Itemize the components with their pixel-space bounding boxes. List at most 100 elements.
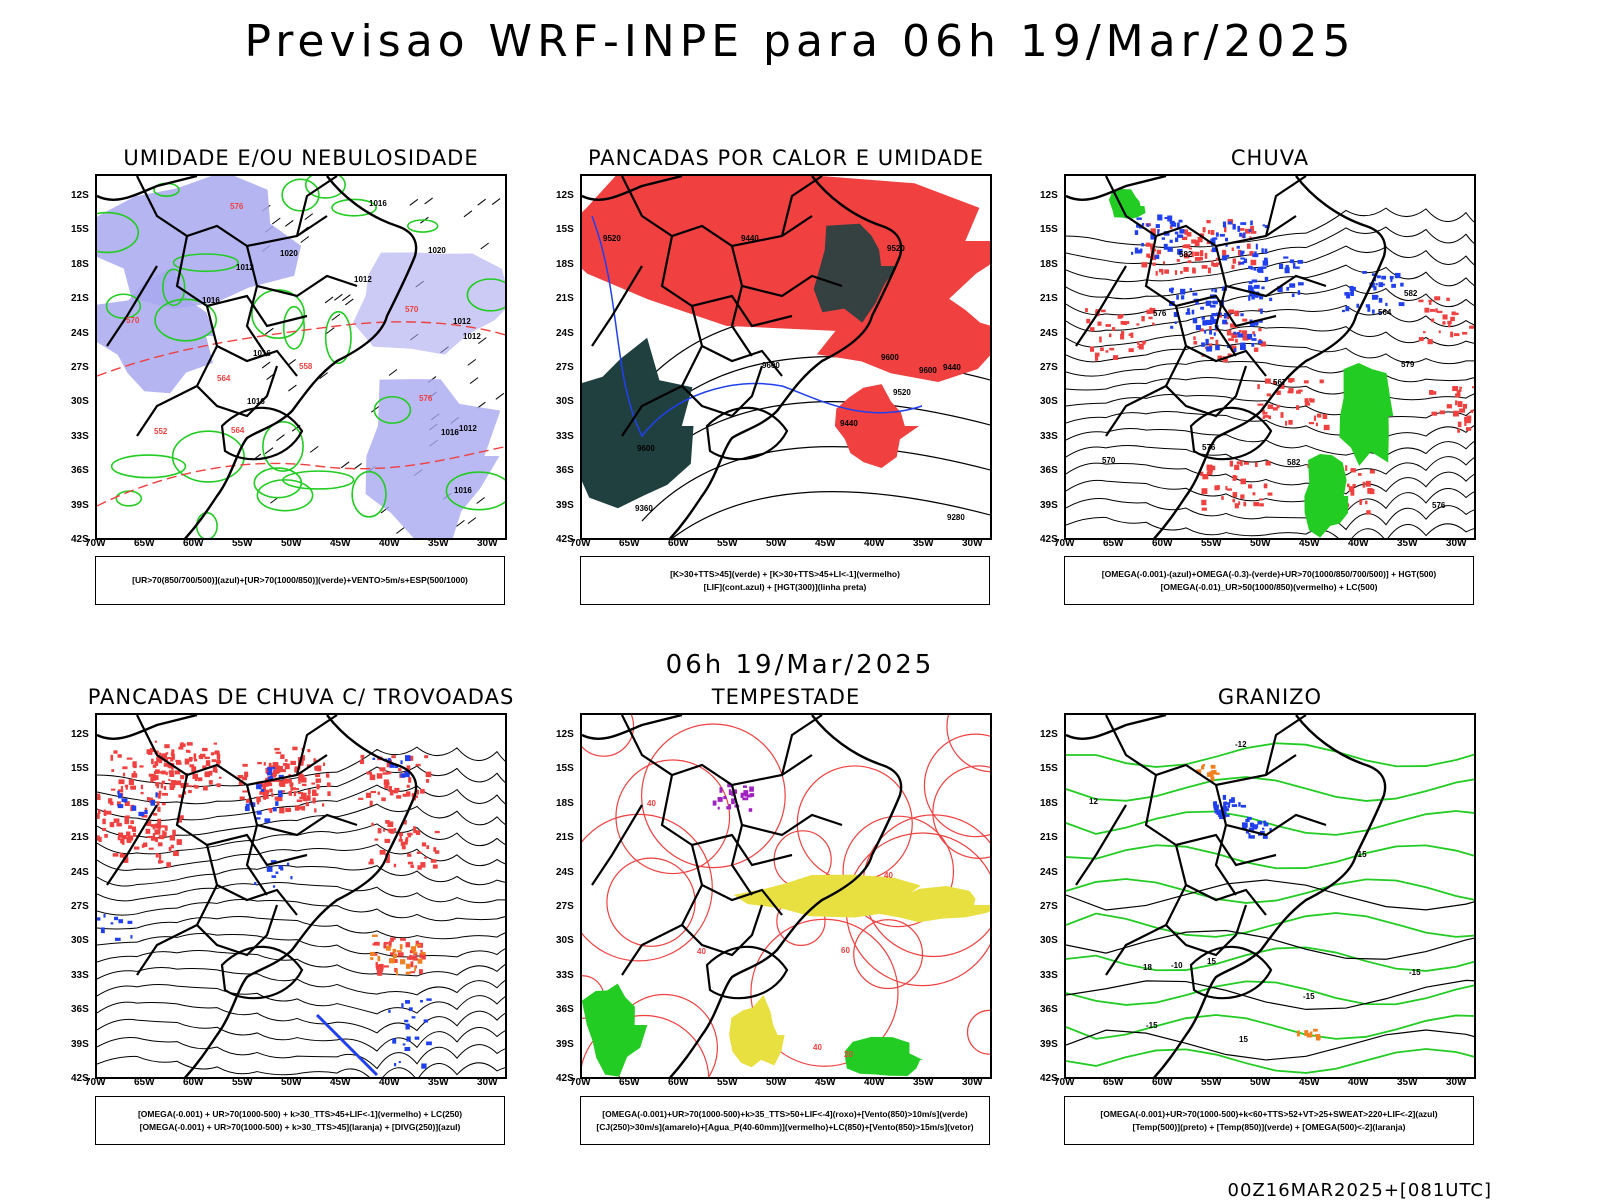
thunderstorm-red: [409, 950, 415, 954]
streamline: [1066, 462, 1474, 495]
thunderstorm-red: [415, 763, 421, 767]
rain-red: [1230, 323, 1234, 328]
thunderstorm-red: [164, 825, 168, 831]
rain-blue: [1222, 221, 1227, 228]
rain-red: [1201, 265, 1208, 269]
latitude-tick-label: 18S: [556, 258, 574, 270]
latitude-tick-label: 27S: [556, 901, 574, 912]
thunderstorm-red: [300, 762, 304, 766]
rain-blue: [1297, 290, 1301, 295]
rain-blue: [1262, 260, 1269, 266]
longitude-tick-label: 50W: [1250, 1077, 1271, 1088]
rain-blue: [1163, 243, 1168, 250]
rain-blue: [1175, 237, 1179, 243]
latitude-tick-label: 30S: [1040, 935, 1058, 947]
thunderstorm-red: [425, 771, 432, 778]
thunderstorm-red: [386, 858, 390, 864]
longitude-tick-label: 55W: [232, 538, 253, 549]
divergence-blue: [278, 774, 284, 780]
rain-red: [1225, 485, 1228, 491]
rain-red: [1266, 393, 1272, 397]
rain-red: [1128, 333, 1132, 336]
state-border: [1189, 406, 1273, 461]
latitude-tick-label: 33S: [1040, 430, 1058, 442]
humidity-contour-low: [304, 176, 346, 199]
latitude-tick-label: 42S: [556, 1073, 574, 1084]
rain-red: [1148, 256, 1151, 259]
contour-label: 20: [844, 1050, 853, 1059]
state-border: [1264, 176, 1307, 237]
state-border: [136, 715, 328, 787]
divergence-blue: [266, 866, 273, 872]
thunderstorm-red: [155, 853, 159, 858]
longitude-tick-label: 70W: [1054, 1077, 1075, 1088]
rain-blue: [1213, 332, 1216, 336]
map-panel: 582 582 576 570 567 564 576 582 579 576: [1064, 174, 1476, 540]
contour-label: 1012: [459, 424, 477, 433]
divergence-blue: [372, 757, 376, 760]
longitude-tick-label: 40W: [1348, 1077, 1369, 1088]
divergence-blue: [387, 758, 391, 762]
thunderstorm-red: [214, 768, 218, 773]
wind-vector: [334, 293, 343, 301]
thunderstorm-red: [284, 778, 289, 784]
thunderstorm-red: [376, 773, 383, 779]
map-canvas: 9600 9600 9520 9520 9440 9600 9600 9520 9440 9360…: [582, 176, 990, 538]
rain-red: [1258, 308, 1263, 311]
state-border: [175, 774, 308, 867]
thunderstorm-red: [421, 953, 426, 960]
contour-label: 40: [647, 799, 656, 808]
state-border: [295, 715, 338, 776]
thunderstorm-red: [301, 792, 307, 798]
rain-red: [1155, 270, 1158, 276]
rain-red: [1199, 328, 1204, 331]
thunderstorm-red: [262, 784, 267, 791]
latitude-tick-label: 12S: [71, 190, 89, 201]
panel-title: UMIDADE E/OU NEBULOSIDADE: [123, 146, 479, 170]
rain-red: [1130, 332, 1134, 338]
divergence-blue: [267, 771, 273, 776]
thunderstorm-red: [217, 756, 220, 761]
rain-red: [1217, 485, 1220, 490]
thunderstorm-red: [130, 785, 136, 790]
humidity-contour-low: [251, 289, 306, 339]
legend-box: [OMEGA(-0.001)+UR>70(1000-500)+k>35_TTS>…: [580, 1096, 990, 1145]
divergence-blue: [272, 766, 276, 770]
rain-blue: [1167, 215, 1173, 222]
rain-red: [1451, 311, 1456, 316]
thunderstorm-red: [383, 828, 386, 832]
rain-red: [1272, 381, 1277, 385]
state-border: [175, 235, 308, 328]
thunderstorm-red: [183, 791, 187, 795]
thunderstorm-red: [158, 790, 162, 795]
hail-blue: [1238, 802, 1241, 807]
thunderstorm-red: [117, 754, 122, 758]
rain-blue: [1289, 283, 1296, 288]
thunderstorm-red: [193, 784, 197, 788]
rain-red: [1232, 492, 1238, 498]
rain-red: [1464, 419, 1471, 424]
rain-blue: [1211, 317, 1215, 321]
streamline: [1066, 343, 1474, 365]
rain-red: [1201, 233, 1205, 238]
thunderstorm-red: [164, 744, 170, 749]
rain-blue: [1250, 220, 1253, 226]
rain-blue: [1211, 313, 1217, 317]
state-border: [136, 924, 198, 976]
rain-red: [1265, 460, 1271, 466]
thunderstorm-red: [194, 785, 199, 789]
longitude-tick-label: 65W: [134, 1077, 155, 1088]
hail-blue: [1231, 804, 1238, 808]
rain-blue: [1261, 286, 1265, 290]
thunderstorm-red: [158, 835, 165, 840]
legend-box: [UR>70(850/700/500)](azul)+[UR>70(1000/8…: [95, 556, 505, 605]
thunderstorm-red: [242, 763, 248, 767]
divergence-blue: [272, 807, 277, 812]
latitude-tick-label: 12S: [1040, 190, 1058, 201]
legend-line: [K>30+TTS>45](verde) + [K>30+TTS>45+LI<-…: [670, 568, 900, 579]
rain-red: [1235, 338, 1238, 343]
panel-title: TEMPESTADE: [711, 685, 861, 709]
rain-red: [1315, 422, 1318, 427]
thunderstorm-red: [313, 758, 316, 763]
streamline: [97, 1037, 505, 1070]
